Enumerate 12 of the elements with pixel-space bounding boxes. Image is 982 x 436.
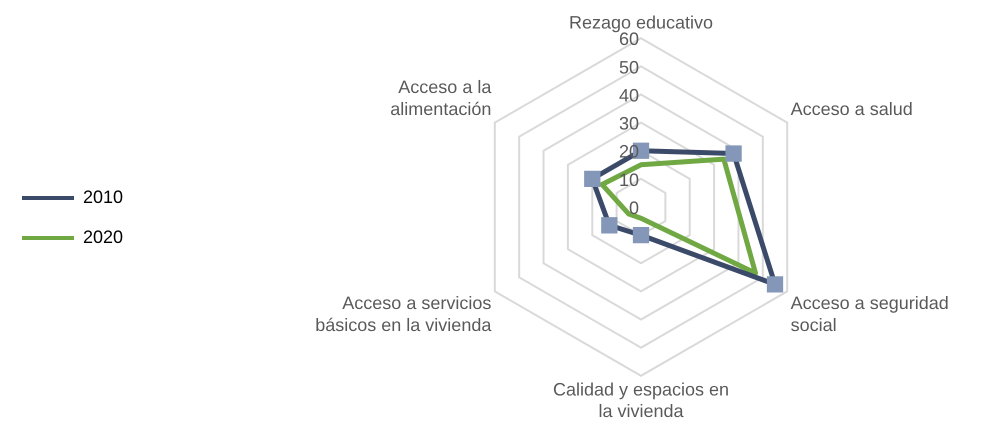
- spoke-label: Acceso a salud: [790, 98, 913, 119]
- spoke-label: Acceso a la alimentación: [390, 77, 492, 119]
- spoke-label: Acceso a seguridad social: [790, 293, 949, 335]
- y-tick-label: 10: [618, 170, 639, 190]
- y-tick-label: 0: [628, 198, 639, 218]
- spoke-label: Acceso a servicios básicos en la vivienda: [315, 293, 492, 335]
- y-tick-label: 50: [618, 57, 639, 78]
- y-tick-label: 30: [618, 114, 639, 134]
- legend-label: 2020: [83, 226, 124, 247]
- spoke-label: Calidad y espacios en la vivienda: [552, 380, 730, 422]
- legend-label: 2010: [83, 186, 124, 207]
- y-tick-label: 40: [618, 85, 639, 106]
